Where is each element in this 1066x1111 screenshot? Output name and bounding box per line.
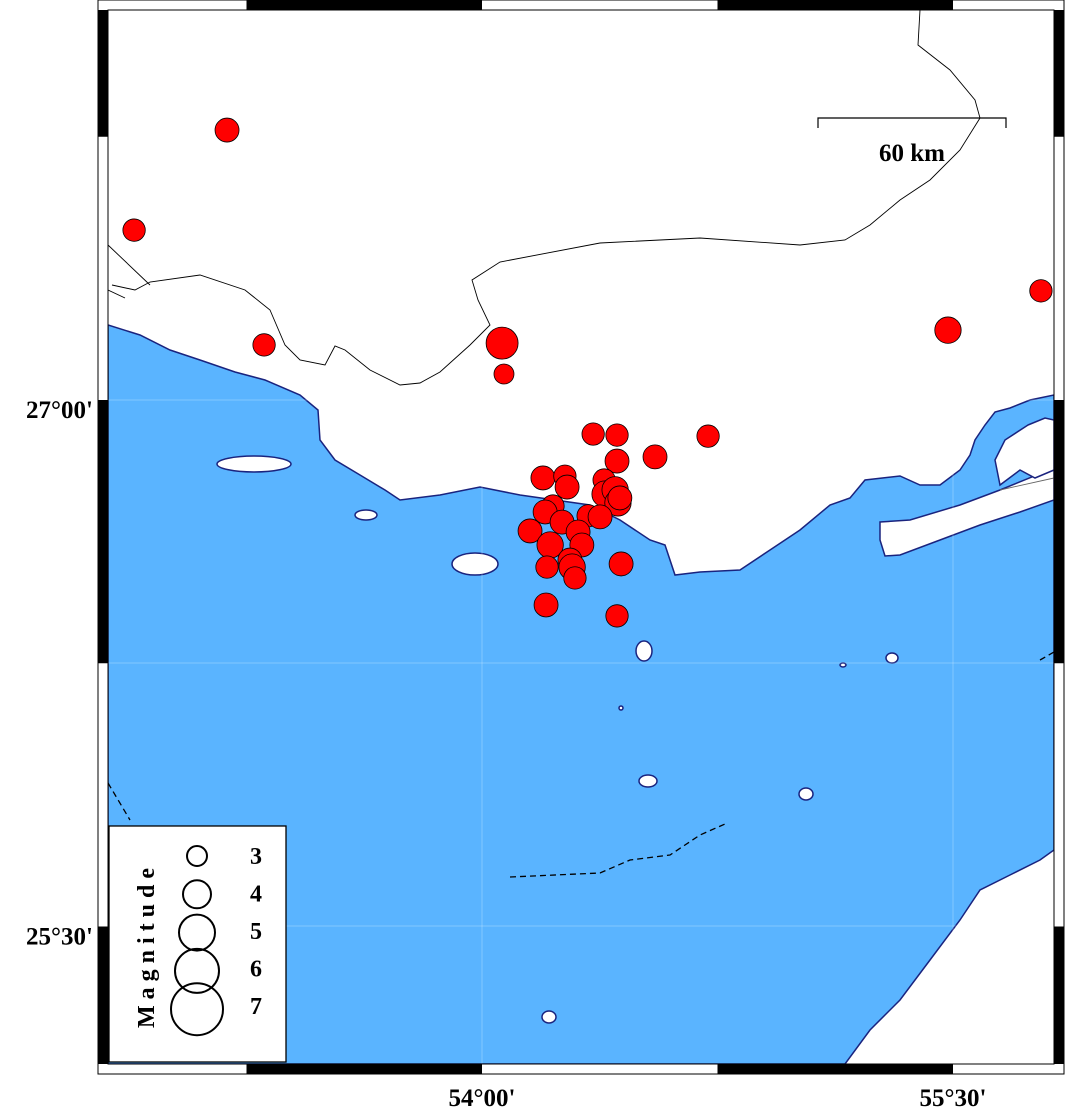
legend-symbol <box>174 947 220 994</box>
earthquake-event <box>530 465 556 491</box>
earthquake-event <box>252 333 276 357</box>
earthquake-event <box>485 326 519 360</box>
island <box>216 455 292 473</box>
scale-bar-label: 60 km <box>879 140 945 167</box>
lon-tick-label: 54°00' <box>449 1085 516 1111</box>
political-borders <box>108 10 1054 491</box>
islands <box>216 417 1054 1024</box>
earthquake-event <box>642 444 668 470</box>
frame-segment <box>246 0 482 10</box>
earthquake-event <box>581 422 605 446</box>
earthquake-event <box>696 424 720 448</box>
island <box>354 509 378 521</box>
magnitude-legend: Magnitude 3 4 5 6 7 <box>108 825 287 1063</box>
scale-bar: 60 km <box>817 117 1007 167</box>
earthquake-event <box>934 316 962 344</box>
island <box>451 552 499 576</box>
legend-label: 7 <box>250 994 262 1020</box>
island <box>618 705 624 711</box>
earthquake-event <box>533 592 559 618</box>
legend-symbol <box>186 845 208 867</box>
frame-segment <box>98 400 108 664</box>
earthquake-event <box>563 566 587 590</box>
legend-label: 6 <box>250 957 262 983</box>
legend-label: 5 <box>250 919 262 945</box>
earthquake-event <box>554 474 580 500</box>
legend-label: 4 <box>250 882 262 908</box>
earthquake-event <box>122 218 146 242</box>
frame-segment <box>717 0 953 10</box>
frame-segment <box>246 1064 482 1074</box>
frame-segment <box>98 926 108 1064</box>
earthquake-event <box>604 448 630 474</box>
island <box>798 787 814 801</box>
earthquake-event <box>493 363 515 385</box>
legend-label: 3 <box>250 844 262 870</box>
earthquake-events <box>122 117 1053 628</box>
lat-tick-label: 25°30' <box>26 924 93 951</box>
earthquake-event <box>607 485 633 511</box>
earthquake-event <box>535 555 559 579</box>
lat-tick-label: 27°00' <box>26 397 93 424</box>
frame-segment <box>1054 926 1064 1064</box>
maritime-boundaries <box>108 651 1054 878</box>
tick-labels: 54°00' 55°30' 27°00' 25°30' <box>26 397 986 1111</box>
frame-segment <box>98 10 108 137</box>
earthquake-event <box>608 551 634 577</box>
lon-tick-label: 55°30' <box>920 1085 987 1111</box>
island <box>635 640 653 662</box>
legend-symbol <box>178 913 216 952</box>
frame-segment <box>717 1064 953 1074</box>
island <box>885 652 899 664</box>
earthquake-event <box>1029 279 1053 303</box>
island-qeshm <box>879 467 1054 557</box>
earthquake-event <box>605 604 629 628</box>
earthquake-event <box>517 518 543 544</box>
legend-symbol <box>182 879 212 910</box>
island <box>638 774 658 788</box>
island <box>541 1010 557 1024</box>
legend-symbol <box>170 982 224 1037</box>
frame-segment <box>1054 10 1064 137</box>
map-frame <box>97 0 1065 1075</box>
earthquake-event <box>605 423 629 447</box>
island-hormoz-area <box>994 417 1054 487</box>
legend-title: Magnitude <box>134 862 160 1028</box>
earthquake-event <box>214 117 240 143</box>
island <box>839 662 847 668</box>
sea-area <box>108 324 1054 1064</box>
earthquake-event <box>587 504 613 530</box>
frame-segment <box>1054 400 1064 664</box>
